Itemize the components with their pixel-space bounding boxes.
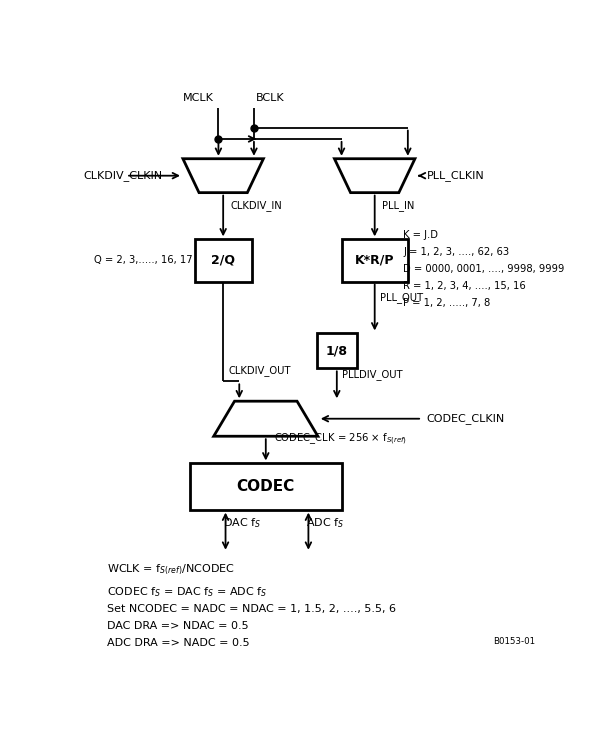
Text: CLKDIV_IN: CLKDIV_IN	[230, 200, 282, 211]
Text: WCLK = f$_{S(ref)}$/NCODEC: WCLK = f$_{S(ref)}$/NCODEC	[107, 562, 235, 577]
Bar	[342, 239, 408, 282]
Text: K = J.D: K = J.D	[403, 230, 438, 240]
Text: ADC f$_S$: ADC f$_S$	[306, 517, 344, 530]
Text: DAC f$_S$: DAC f$_S$	[223, 517, 262, 530]
Text: DAC DRA => NDAC = 0.5: DAC DRA => NDAC = 0.5	[107, 621, 249, 631]
Text: ADC DRA => NADC = 0.5: ADC DRA => NADC = 0.5	[107, 638, 250, 648]
Text: Set NCODEC = NADC = NDAC = 1, 1.5, 2, ...., 5.5, 6: Set NCODEC = NADC = NDAC = 1, 1.5, 2, ..…	[107, 604, 396, 614]
Text: CODEC_CLK = 256 × f$_{S(ref)}$: CODEC_CLK = 256 × f$_{S(ref)}$	[274, 432, 408, 447]
Text: BCLK: BCLK	[256, 93, 285, 103]
Bar	[190, 463, 342, 509]
Text: R = 1, 2, 3, 4, ...., 15, 16: R = 1, 2, 3, 4, ...., 15, 16	[403, 281, 526, 291]
Text: CODEC: CODEC	[236, 479, 295, 494]
Polygon shape	[214, 401, 318, 436]
Text: CODEC f$_S$ = DAC f$_S$ = ADC f$_S$: CODEC f$_S$ = DAC f$_S$ = ADC f$_S$	[107, 585, 268, 599]
Text: B0153-01: B0153-01	[494, 637, 536, 647]
Bar	[195, 239, 252, 282]
Text: CODEC_CLKIN: CODEC_CLKIN	[426, 413, 505, 424]
Text: PLL_OUT: PLL_OUT	[381, 292, 423, 303]
Text: 2/Q: 2/Q	[211, 254, 235, 267]
Bar	[316, 333, 357, 368]
Polygon shape	[183, 159, 263, 192]
Text: P = 1, 2, ....., 7, 8: P = 1, 2, ....., 7, 8	[403, 298, 491, 308]
Polygon shape	[334, 159, 415, 192]
Text: K*R/P: K*R/P	[355, 254, 395, 267]
Text: D = 0000, 0001, ...., 9998, 9999: D = 0000, 0001, ...., 9998, 9999	[403, 264, 565, 274]
Text: CLKDIV_CLKIN: CLKDIV_CLKIN	[84, 170, 163, 181]
Text: PLL_CLKIN: PLL_CLKIN	[426, 170, 485, 181]
Text: J = 1, 2, 3, ...., 62, 63: J = 1, 2, 3, ...., 62, 63	[403, 247, 509, 257]
Text: PLLDIV_OUT: PLLDIV_OUT	[343, 369, 403, 380]
Text: 1/8: 1/8	[326, 344, 348, 357]
Text: CLKDIV_OUT: CLKDIV_OUT	[229, 365, 291, 376]
Text: Q = 2, 3,....., 16, 17: Q = 2, 3,....., 16, 17	[94, 255, 193, 266]
Text: PLL_IN: PLL_IN	[382, 200, 414, 211]
Text: MCLK: MCLK	[183, 93, 214, 103]
